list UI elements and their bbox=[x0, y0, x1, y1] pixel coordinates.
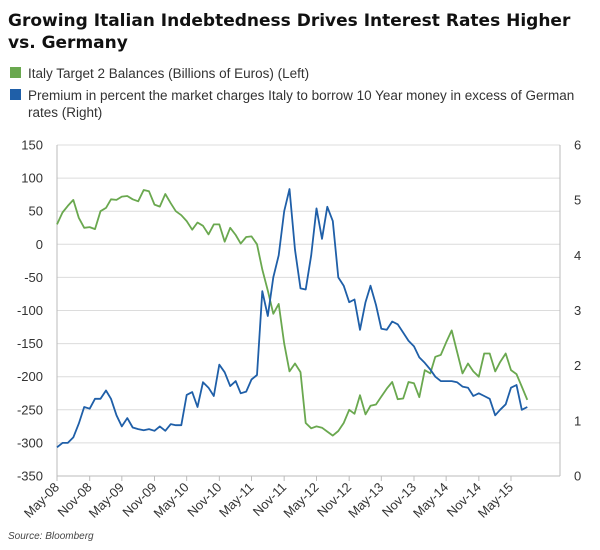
y-left-tick-label: 0 bbox=[36, 237, 43, 252]
y-left-tick-label: -50 bbox=[24, 270, 43, 285]
x-tick-label: May-10 bbox=[151, 480, 192, 521]
chart-title: Growing Italian Indebtedness Drives Inte… bbox=[8, 11, 571, 53]
x-tick-label: Nov-10 bbox=[184, 480, 224, 520]
x-tick-label: May-15 bbox=[475, 480, 516, 521]
series-line-premium bbox=[56, 188, 528, 449]
y-right-tick-label: 4 bbox=[574, 248, 581, 263]
legend-label-italy-target2: Italy Target 2 Balances (Billions of Eur… bbox=[28, 66, 310, 81]
y-right-tick-label: 5 bbox=[574, 193, 581, 208]
x-tick-label: May-12 bbox=[280, 480, 321, 521]
legend-swatch-blue bbox=[10, 89, 21, 100]
y-left-tick-label: -150 bbox=[17, 336, 43, 351]
legend-label-premium: Premium in percent the market charges It… bbox=[28, 88, 575, 120]
y-left-tick-label: 150 bbox=[21, 138, 43, 153]
y-left-tick-label: -350 bbox=[17, 469, 43, 484]
x-tick-label: May-08 bbox=[21, 480, 62, 521]
legend-item-italy-target2: Italy Target 2 Balances (Billions of Eur… bbox=[8, 65, 593, 82]
x-tick-label: May-09 bbox=[86, 480, 127, 521]
y-left-tick-label: -300 bbox=[17, 435, 43, 450]
legend-swatch-green bbox=[10, 67, 21, 78]
series-line-italy-target2 bbox=[56, 189, 529, 437]
y-left-tick-label: -250 bbox=[17, 402, 43, 417]
legend-item-premium: Premium in percent the market charges It… bbox=[8, 87, 593, 121]
y-left-tick-label: 100 bbox=[21, 171, 43, 186]
y-left-tick-label: -100 bbox=[17, 303, 43, 318]
y-left-tick-label: 50 bbox=[29, 204, 43, 219]
y-right-tick-label: 1 bbox=[574, 413, 581, 428]
y-right-tick-label: 6 bbox=[574, 138, 581, 153]
source-note: Source: Bloomberg bbox=[8, 531, 94, 542]
x-tick-label: May-14 bbox=[410, 480, 451, 521]
y-right-tick-label: 2 bbox=[574, 358, 581, 373]
y-left-tick-label: -200 bbox=[17, 369, 43, 384]
chart-legend: Italy Target 2 Balances (Billions of Eur… bbox=[8, 65, 593, 126]
y-right-tick-label: 0 bbox=[574, 469, 581, 484]
x-tick-label: May-11 bbox=[216, 480, 257, 521]
x-tick-label: May-13 bbox=[345, 480, 386, 521]
y-right-tick-label: 3 bbox=[574, 303, 581, 318]
